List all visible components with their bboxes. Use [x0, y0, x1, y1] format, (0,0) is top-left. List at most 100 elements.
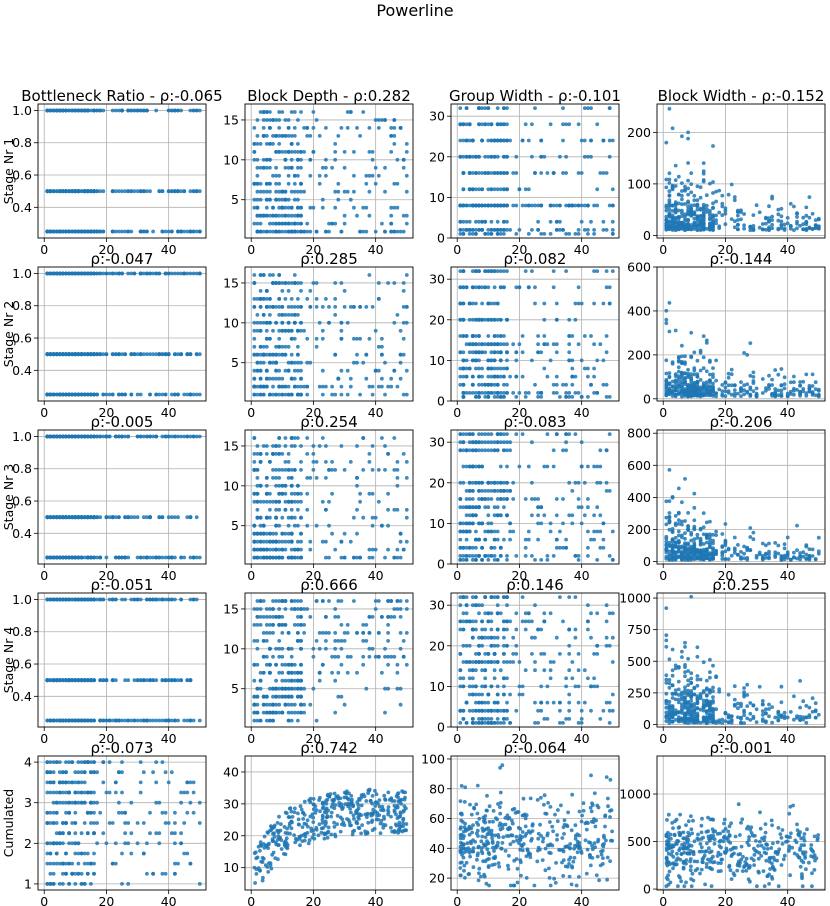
- data-point: [779, 214, 784, 219]
- data-point: [283, 352, 288, 357]
- data-point: [324, 507, 328, 512]
- y-tick-label: 0: [437, 394, 445, 409]
- data-point: [667, 227, 672, 232]
- data-point: [686, 226, 690, 231]
- data-point: [788, 226, 793, 231]
- data-point: [302, 126, 306, 130]
- data-point: [598, 513, 603, 518]
- data-point: [401, 157, 406, 162]
- data-point: [299, 157, 303, 162]
- data-point: [148, 189, 152, 194]
- data-point: [810, 384, 815, 388]
- data-point: [286, 452, 291, 456]
- data-point: [376, 281, 381, 285]
- data-point: [188, 108, 193, 113]
- data-point: [683, 228, 687, 233]
- data-point: [252, 150, 257, 154]
- data-point: [695, 223, 700, 228]
- data-point: [480, 219, 484, 224]
- data-point: [498, 317, 503, 322]
- data-point: [539, 203, 544, 208]
- data-point: [477, 505, 481, 510]
- data-point: [333, 313, 338, 317]
- data-point: [554, 219, 559, 224]
- data-point: [330, 460, 334, 464]
- data-point: [129, 189, 134, 194]
- data-point: [166, 229, 171, 234]
- data-point: [370, 173, 375, 178]
- data-point: [271, 328, 275, 333]
- data-point: [286, 392, 291, 397]
- data-point: [274, 150, 278, 154]
- data-point: [120, 229, 124, 234]
- data-point: [480, 106, 484, 110]
- data-point: [676, 382, 681, 387]
- data-point: [610, 203, 615, 208]
- data-point: [302, 384, 306, 389]
- data-point: [664, 321, 669, 326]
- data-point: [760, 377, 765, 381]
- data-point: [576, 391, 581, 395]
- data-point: [689, 171, 694, 176]
- data-point: [680, 197, 684, 202]
- data-point: [401, 165, 406, 170]
- data-point: [601, 228, 606, 232]
- data-point: [355, 352, 359, 357]
- data-point: [76, 108, 81, 113]
- data-point: [542, 342, 547, 347]
- data-point: [336, 376, 341, 381]
- data-point: [57, 555, 62, 560]
- data-point: [358, 305, 362, 309]
- data-point: [714, 199, 718, 204]
- data-point: [120, 108, 124, 113]
- data-point: [268, 213, 272, 218]
- data-point: [283, 436, 288, 440]
- data-point: [505, 228, 509, 232]
- data-point: [305, 436, 310, 440]
- data-point: [376, 344, 381, 349]
- data-point: [695, 358, 700, 363]
- data-point: [54, 108, 59, 113]
- data-point: [305, 134, 310, 138]
- data-point: [502, 154, 506, 159]
- data-point: [296, 150, 300, 154]
- data-point: [686, 200, 690, 205]
- x-tick-label: 0: [453, 242, 461, 257]
- data-point: [367, 189, 372, 194]
- data-point: [498, 232, 503, 236]
- data-point: [135, 515, 140, 520]
- data-point: [320, 499, 325, 504]
- data-point: [589, 154, 593, 159]
- data-point: [342, 305, 347, 309]
- data-point: [308, 305, 313, 309]
- data-point: [268, 126, 272, 130]
- data-point: [470, 358, 475, 363]
- data-point: [333, 281, 338, 285]
- data-point: [470, 440, 475, 445]
- data-point: [467, 171, 472, 175]
- data-point: [327, 221, 331, 226]
- data-point: [477, 171, 481, 175]
- data-point: [280, 281, 285, 285]
- data-point: [101, 392, 106, 397]
- data-point: [380, 376, 384, 381]
- data-point: [339, 368, 344, 373]
- data-point: [264, 384, 269, 389]
- data-point: [582, 228, 587, 232]
- data-point: [255, 468, 260, 472]
- data-point: [692, 372, 697, 377]
- data-point: [695, 374, 700, 379]
- data-point: [289, 221, 294, 226]
- data-point: [151, 229, 156, 234]
- data-point: [708, 208, 712, 213]
- data-point: [480, 138, 484, 143]
- data-point: [261, 555, 266, 560]
- data-point: [792, 388, 796, 393]
- data-point: [461, 374, 466, 379]
- data-point: [383, 118, 387, 122]
- data-point: [258, 392, 263, 397]
- data-point: [601, 301, 606, 306]
- data-point: [197, 555, 202, 560]
- data-point: [495, 382, 500, 387]
- data-point: [179, 108, 184, 113]
